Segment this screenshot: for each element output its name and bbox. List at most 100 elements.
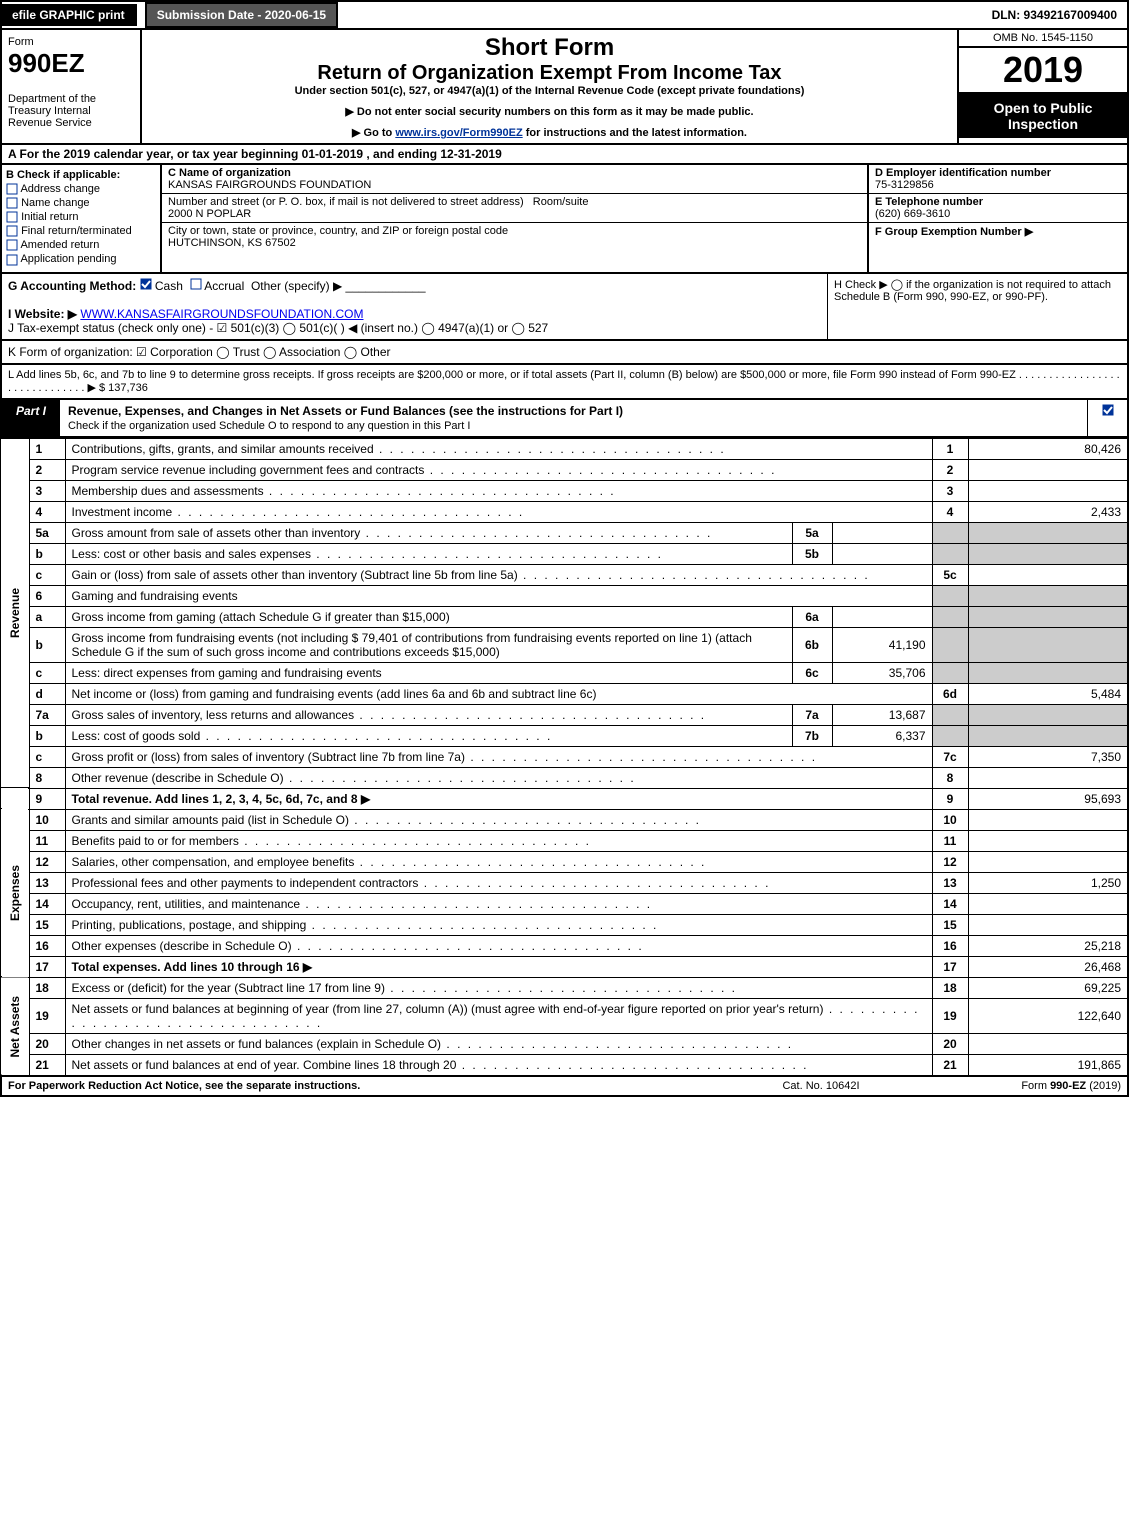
line-num: 12	[29, 851, 65, 872]
omb-label: OMB No. 1545-1150	[959, 30, 1127, 48]
check-initial-return[interactable]: Initial return	[6, 211, 156, 223]
check-amended-return[interactable]: Amended return	[6, 239, 156, 251]
shade-cell	[968, 704, 1128, 725]
shade-cell	[968, 585, 1128, 606]
group-label: F Group Exemption Number ▶	[875, 226, 1033, 238]
line-value	[968, 851, 1128, 872]
shade-cell	[932, 725, 968, 746]
line-desc: Net assets or fund balances at beginning…	[65, 998, 932, 1033]
check-name-change[interactable]: Name change	[6, 197, 156, 209]
line-desc: Membership dues and assessments	[65, 480, 932, 501]
goto-note: ▶ Go to www.irs.gov/Form990EZ for instru…	[148, 126, 951, 139]
website-link[interactable]: WWW.KANSASFAIRGROUNDSFOUNDATION.COM	[80, 307, 363, 321]
sub-value	[832, 543, 932, 564]
city-label: City or town, state or province, country…	[168, 225, 508, 237]
line-value: 1,250	[968, 872, 1128, 893]
header-left: Form 990EZ Department of the Treasury In…	[2, 30, 142, 143]
line-desc: Occupancy, rent, utilities, and maintena…	[65, 893, 932, 914]
line-desc: Total revenue. Add lines 1, 2, 3, 4, 5c,…	[65, 788, 932, 809]
ein-row: D Employer identification number 75-3129…	[869, 165, 1127, 194]
line-num: 6	[29, 585, 65, 606]
part1-sub: Check if the organization used Schedule …	[68, 420, 470, 432]
section-c: C Name of organization KANSAS FAIRGROUND…	[162, 165, 867, 272]
section-def: D Employer identification number 75-3129…	[867, 165, 1127, 272]
form-label: Form	[8, 36, 134, 48]
line-num: 4	[29, 501, 65, 522]
website-label: I Website: ▶	[8, 307, 77, 321]
check-label: Address change	[20, 183, 100, 195]
line-num: 7a	[29, 704, 65, 725]
phone-value: (620) 669-3610	[875, 208, 950, 220]
line-ref: 21	[932, 1054, 968, 1076]
line-num: a	[29, 606, 65, 627]
line-num: 14	[29, 893, 65, 914]
line-num: 2	[29, 459, 65, 480]
sub-ref: 6b	[792, 627, 832, 662]
irs-link[interactable]: www.irs.gov/Form990EZ	[395, 127, 522, 139]
check-cash-icon[interactable]	[140, 278, 152, 290]
goto-suffix: for instructions and the latest informat…	[523, 127, 747, 139]
check-label: Initial return	[21, 211, 78, 223]
page-footer: For Paperwork Reduction Act Notice, see …	[0, 1077, 1129, 1097]
sub-ref: 5a	[792, 522, 832, 543]
side-revenue: Revenue	[1, 438, 29, 788]
line-desc: Excess or (deficit) for the year (Subtra…	[65, 977, 932, 998]
side-expenses: Expenses	[1, 809, 29, 977]
efile-button[interactable]: efile GRAPHIC print	[2, 4, 137, 26]
phone-row: E Telephone number (620) 669-3610	[869, 194, 1127, 223]
line-num: 3	[29, 480, 65, 501]
line-desc: Total expenses. Add lines 10 through 16 …	[65, 956, 932, 977]
header-mid: Short Form Return of Organization Exempt…	[142, 30, 957, 143]
check-application-pending[interactable]: Application pending	[6, 253, 156, 265]
line-num: 13	[29, 872, 65, 893]
form-header: Form 990EZ Department of the Treasury In…	[0, 28, 1129, 145]
line-desc: Contributions, gifts, grants, and simila…	[65, 438, 932, 459]
other-label: Other (specify) ▶	[251, 279, 342, 293]
line-desc: Program service revenue including govern…	[65, 459, 932, 480]
line-ref: 4	[932, 501, 968, 522]
section-b: B Check if applicable: Address change Na…	[2, 165, 162, 272]
shade-cell	[932, 522, 968, 543]
return-title: Return of Organization Exempt From Incom…	[148, 62, 951, 85]
line-ref: 15	[932, 914, 968, 935]
line-desc: Printing, publications, postage, and shi…	[65, 914, 932, 935]
line-desc: Benefits paid to or for members	[65, 830, 932, 851]
line-ref: 17	[932, 956, 968, 977]
sub-value: 35,706	[832, 662, 932, 683]
sub-ref: 7a	[792, 704, 832, 725]
line-ref: 14	[932, 893, 968, 914]
line-value: 191,865	[968, 1054, 1128, 1076]
city-value: HUTCHINSON, KS 67502	[168, 237, 296, 249]
check-final-return[interactable]: Final return/terminated	[6, 225, 156, 237]
line-desc: Gross profit or (loss) from sales of inv…	[65, 746, 932, 767]
line-num: 1	[29, 438, 65, 459]
street-value: 2000 N POPLAR	[168, 208, 251, 220]
line-desc: Gross amount from sale of assets other t…	[65, 522, 792, 543]
row-a-tax-year: A For the 2019 calendar year, or tax yea…	[0, 145, 1129, 165]
line-num: 10	[29, 809, 65, 830]
shade-cell	[968, 662, 1128, 683]
line-desc: Gross income from fundraising events (no…	[65, 627, 792, 662]
line-ref: 19	[932, 998, 968, 1033]
part1-check[interactable]	[1087, 400, 1127, 436]
check-accrual-icon[interactable]	[190, 278, 202, 290]
line-ref: 18	[932, 977, 968, 998]
header-right: OMB No. 1545-1150 2019 Open to Public In…	[957, 30, 1127, 143]
inspection-label: Open to Public Inspection	[959, 94, 1127, 138]
line-value	[968, 830, 1128, 851]
line-num: 11	[29, 830, 65, 851]
sub-ref: 6a	[792, 606, 832, 627]
side-spacer	[1, 788, 29, 809]
shade-cell	[932, 585, 968, 606]
submission-date-button[interactable]: Submission Date - 2020-06-15	[145, 2, 338, 28]
info-grid: B Check if applicable: Address change Na…	[0, 165, 1129, 274]
row-gh: G Accounting Method: Cash Accrual Other …	[0, 274, 1129, 341]
line-ref: 7c	[932, 746, 968, 767]
line-value	[968, 564, 1128, 585]
line-ref: 11	[932, 830, 968, 851]
line-ref: 2	[932, 459, 968, 480]
check-address-change[interactable]: Address change	[6, 183, 156, 195]
room-label: Room/suite	[533, 196, 589, 208]
line-num: 5a	[29, 522, 65, 543]
line-ref: 6d	[932, 683, 968, 704]
